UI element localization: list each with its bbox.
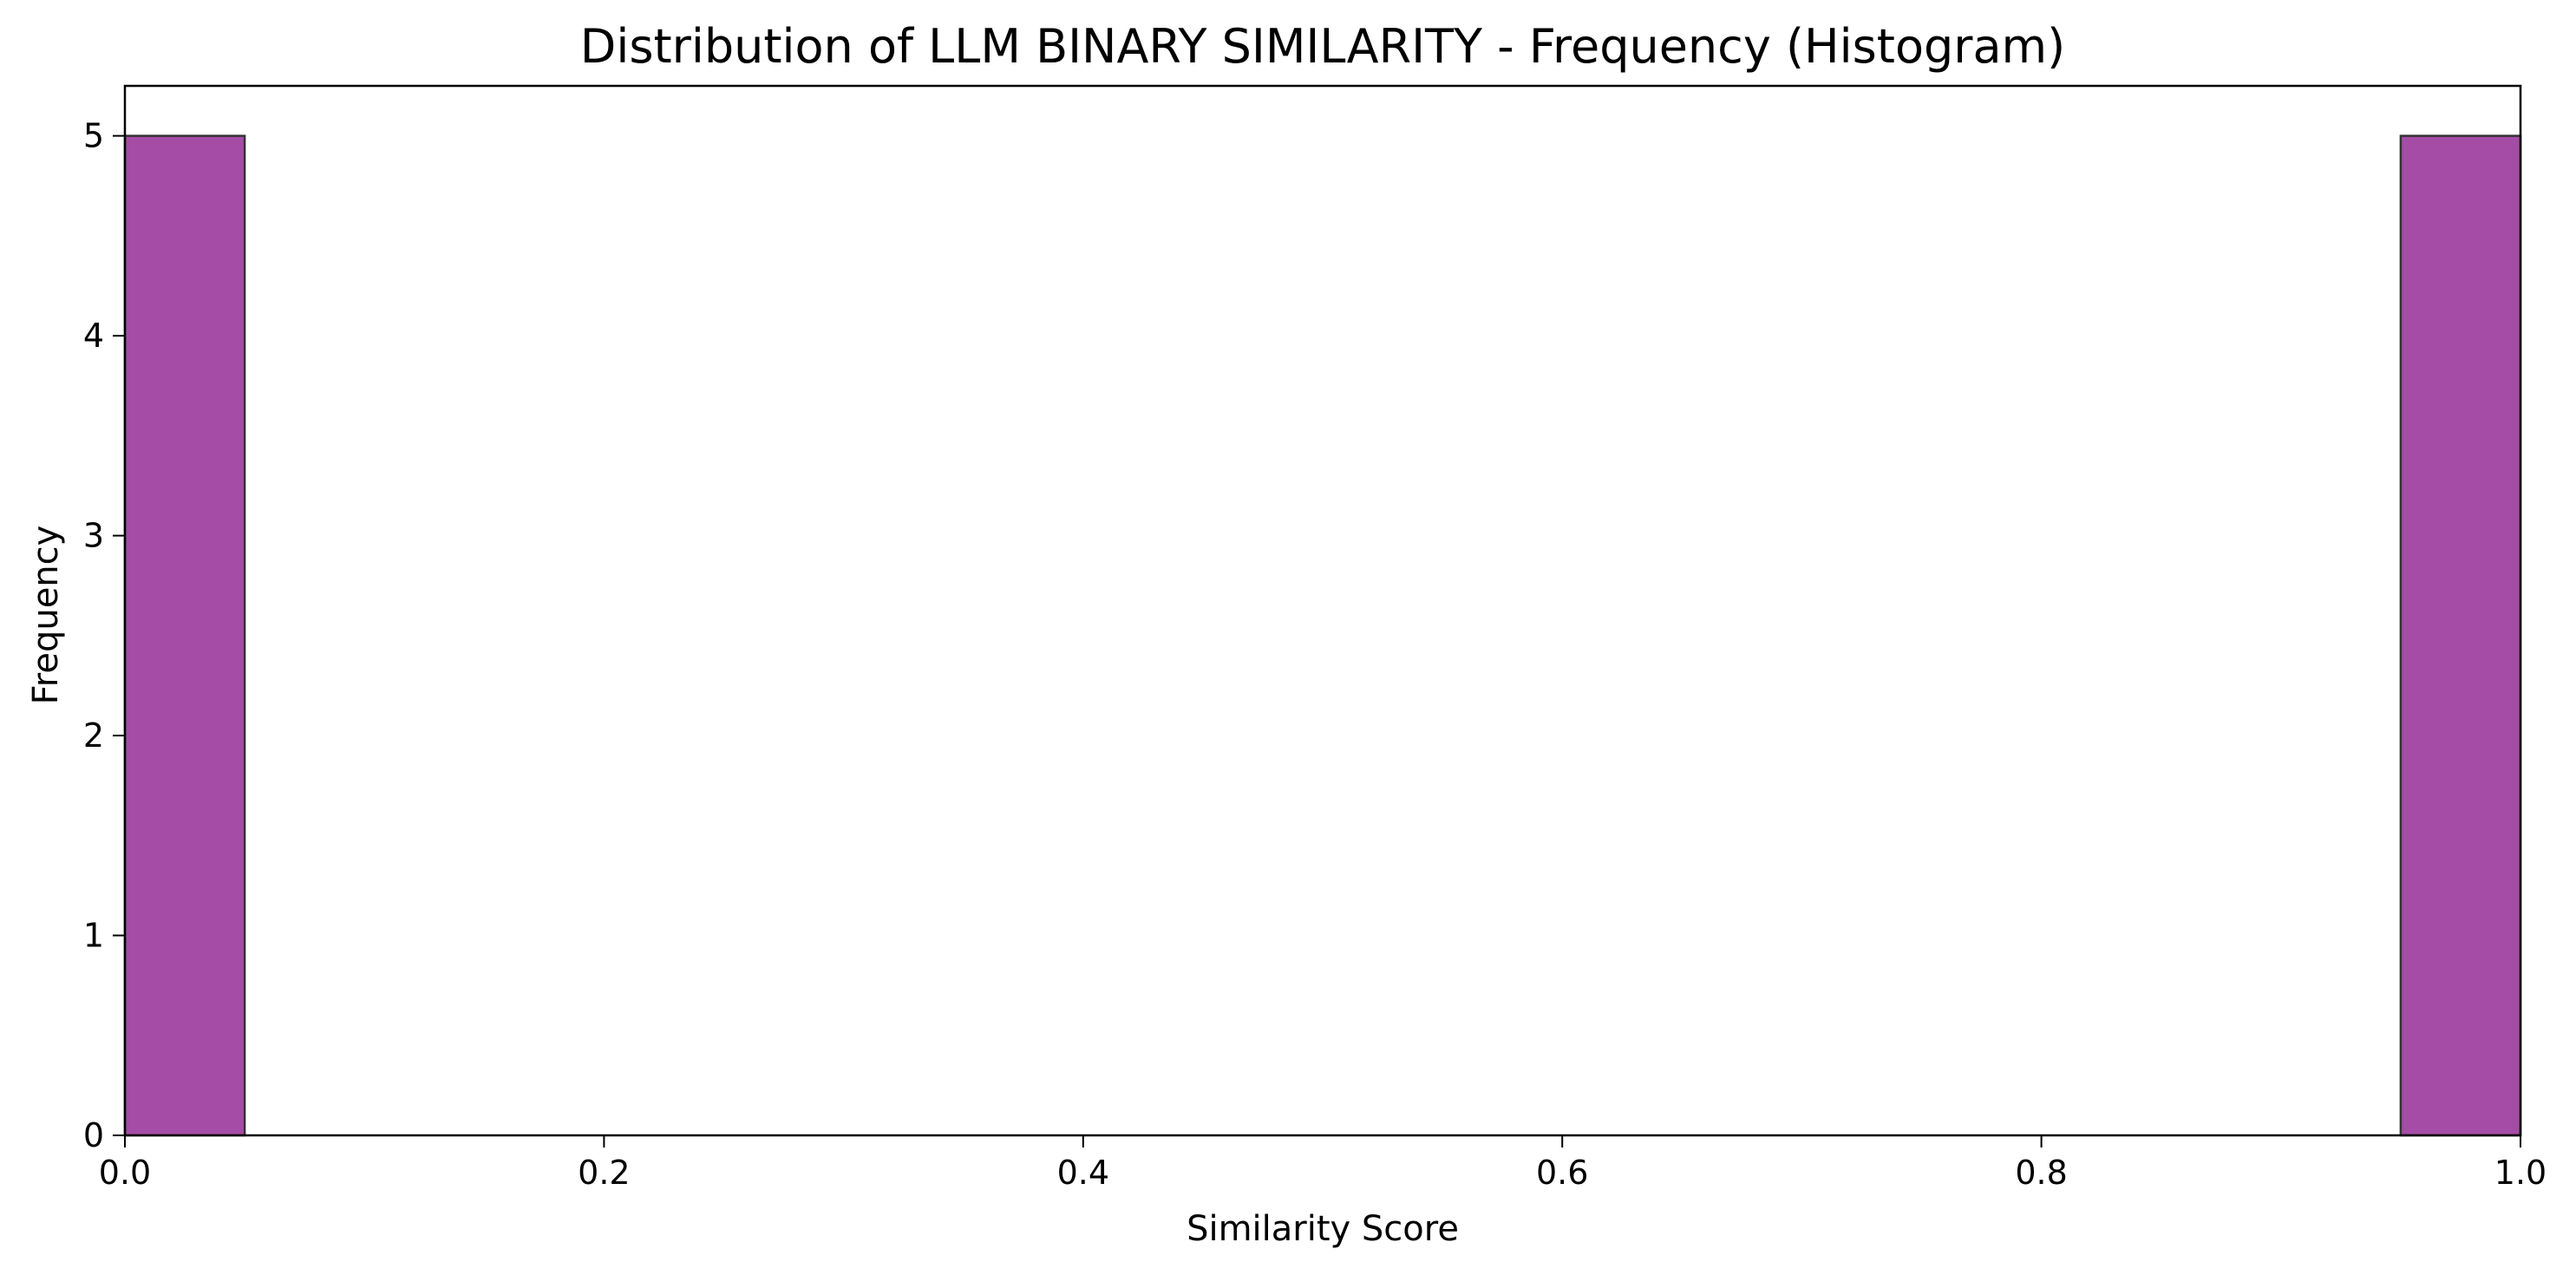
y-tick-label-5: 5 [83, 117, 104, 155]
histogram-bars [123, 134, 2522, 1137]
chart-title: Distribution of LLM BINARY SIMILARITY - … [580, 19, 2065, 74]
y-axis-label: Frequency [26, 526, 66, 705]
y-axis-ticks: 0 1 2 3 4 5 [83, 117, 125, 1154]
x-tick-label-5: 1.0 [2494, 1154, 2547, 1192]
histogram-bar-0 [123, 134, 246, 1137]
y-tick-label-2: 2 [83, 716, 104, 755]
x-axis-label: Similarity Score [1187, 1209, 1459, 1249]
x-tick-label-3: 0.6 [1536, 1154, 1588, 1192]
x-tick-label-1: 0.2 [578, 1154, 630, 1192]
y-tick-label-1: 1 [83, 917, 104, 955]
histogram-bar-1 [2399, 134, 2522, 1137]
x-tick-label-0: 0.0 [99, 1154, 151, 1192]
y-tick-label-4: 4 [83, 317, 104, 355]
y-tick-label-0: 0 [83, 1116, 104, 1154]
x-tick-label-4: 0.8 [2015, 1154, 2067, 1192]
y-tick-label-3: 3 [83, 517, 104, 555]
plot-area-frame [123, 84, 2522, 1137]
x-tick-label-2: 0.4 [1057, 1154, 1109, 1192]
x-axis-ticks: 0.0 0.2 0.4 0.6 0.8 1.0 [99, 1135, 2547, 1192]
